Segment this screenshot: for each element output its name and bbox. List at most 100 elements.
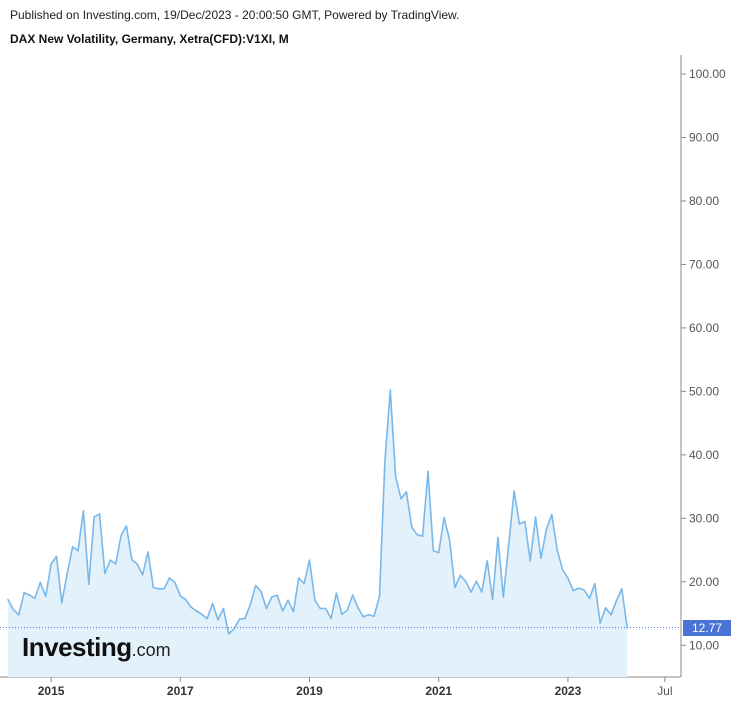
data-point	[610, 614, 612, 616]
data-point	[201, 613, 203, 615]
data-point	[443, 516, 445, 519]
data-point	[540, 557, 542, 560]
y-axis: 10.00 20.00 30.00 40.00 50.00 60.00 70.00 80.00…	[681, 67, 726, 652]
data-point	[604, 607, 607, 609]
data-point	[567, 577, 569, 579]
data-point	[421, 535, 424, 537]
data-point	[206, 617, 208, 620]
data-point	[227, 633, 230, 635]
data-point	[427, 470, 429, 473]
data-point	[330, 617, 332, 620]
investing-logo: Investing.com	[22, 632, 171, 663]
y-tick-label: 80.00	[689, 194, 719, 208]
data-point	[346, 609, 349, 612]
y-tick-label: 70.00	[689, 257, 719, 271]
data-point	[244, 617, 246, 620]
data-point	[265, 607, 268, 610]
data-point	[98, 513, 101, 515]
x-tick-label: 2021	[425, 684, 452, 698]
data-point	[621, 588, 623, 590]
data-point	[518, 523, 521, 525]
data-point	[459, 574, 462, 577]
series-layer	[0, 389, 681, 677]
data-point	[174, 581, 176, 584]
data-point	[93, 516, 95, 518]
series-area	[8, 390, 628, 677]
data-point	[314, 599, 316, 601]
data-point	[125, 525, 128, 527]
data-point	[394, 475, 397, 478]
y-tick-label: 50.00	[689, 384, 719, 398]
data-point	[152, 586, 155, 589]
data-point	[50, 563, 52, 565]
data-point	[491, 598, 494, 601]
data-point	[55, 555, 58, 558]
data-point	[389, 389, 392, 391]
y-tick-label: 30.00	[689, 511, 719, 525]
data-point	[357, 607, 359, 609]
y-tick-label: 20.00	[689, 575, 719, 589]
data-point	[222, 607, 225, 610]
data-point	[39, 581, 42, 584]
data-point	[594, 582, 596, 585]
data-point	[416, 534, 419, 536]
data-point	[529, 560, 531, 562]
data-point	[367, 614, 370, 616]
x-tick-label: 2019	[296, 684, 323, 698]
data-point	[44, 595, 47, 598]
data-point	[373, 615, 375, 617]
data-point	[61, 601, 63, 604]
data-point	[513, 490, 515, 492]
data-point	[114, 563, 117, 565]
data-point	[211, 602, 214, 605]
data-point	[475, 580, 478, 582]
data-point	[486, 560, 489, 562]
data-point	[335, 592, 338, 594]
data-point	[502, 596, 505, 598]
data-point	[324, 607, 327, 610]
y-tick-label: 10.00	[689, 638, 719, 652]
data-point	[254, 584, 257, 587]
data-point	[190, 606, 192, 608]
data-point	[249, 603, 252, 606]
data-point	[470, 591, 472, 593]
last-price-badge: 12.77	[683, 619, 731, 636]
data-point	[308, 559, 311, 561]
data-point	[23, 591, 26, 594]
data-point	[577, 587, 580, 589]
x-tick-label: 2015	[38, 684, 65, 698]
data-point	[163, 588, 165, 590]
data-point	[588, 597, 591, 600]
data-point	[260, 590, 262, 593]
chart-title: DAX New Volatility, Germany, Xetra(CFD):…	[10, 32, 289, 46]
x-tick-label: 2023	[555, 684, 582, 698]
data-point	[497, 536, 499, 539]
data-point	[66, 572, 68, 575]
x-axis: 2015 2017 2019 2021 2023 Jul	[38, 677, 673, 698]
data-point	[615, 600, 618, 602]
data-point	[287, 599, 289, 601]
data-point	[168, 577, 171, 579]
data-point	[319, 607, 322, 610]
data-point	[195, 610, 198, 612]
data-point	[454, 586, 456, 589]
data-point	[572, 589, 575, 592]
data-point	[481, 591, 483, 593]
data-point	[341, 613, 343, 615]
data-point	[507, 544, 510, 546]
data-point	[545, 528, 548, 530]
data-point	[561, 568, 564, 571]
data-point	[432, 549, 435, 552]
data-point	[7, 598, 9, 601]
data-point	[88, 583, 90, 586]
data-point	[82, 509, 85, 512]
data-point	[147, 551, 149, 553]
data-point	[384, 460, 386, 463]
data-point	[136, 563, 138, 565]
data-point	[217, 619, 219, 621]
x-tick-label: Jul	[657, 684, 672, 698]
data-point	[292, 610, 295, 613]
data-point	[28, 594, 31, 596]
data-point	[276, 594, 279, 596]
